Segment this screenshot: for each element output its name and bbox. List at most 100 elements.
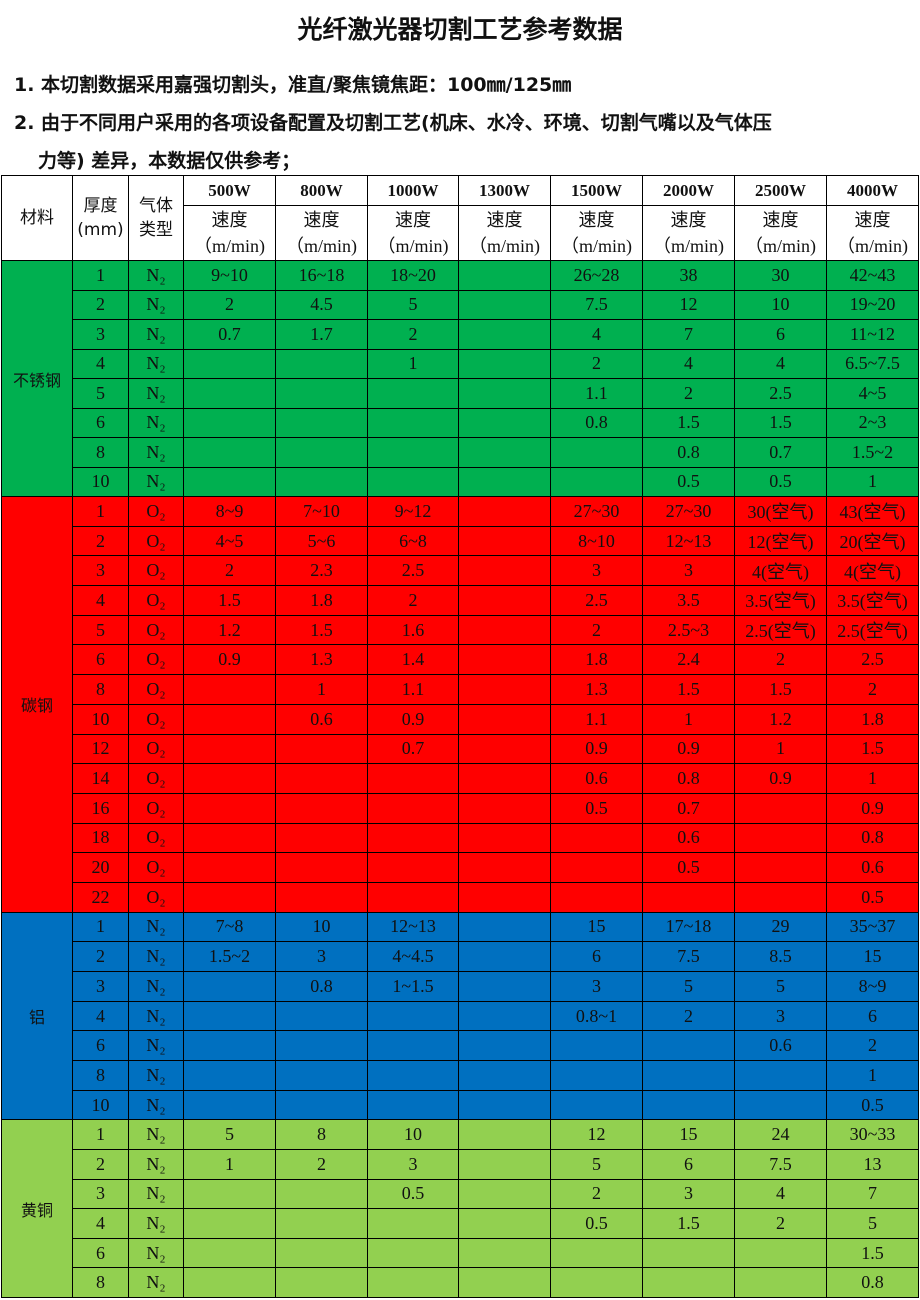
speed-cell-1000w: 1 [367,348,459,379]
speed-cell-800w [275,1267,368,1298]
gas-type-cell: O₂ [128,614,184,646]
table-row: 8 N₂ 1 [1,1060,919,1091]
speed-cell-1300w [458,555,551,587]
speed-cell-2000w: 0.5 [642,852,735,883]
gas-type-cell: N₂ [128,911,184,943]
speed-cell-4000w: 0.6 [826,852,919,883]
speed-cell-1300w [458,1267,551,1298]
speed-cell-800w [275,437,368,468]
gas-type-cell: N₂ [128,971,184,1002]
speed-cell-2500w: 7.5 [734,1149,827,1180]
header-power-800w: 800W [275,175,368,206]
gas-type-cell: N₂ [128,348,184,379]
thickness-cell: 10 [72,703,129,735]
speed-cell-2500w: 2.5(空气) [734,614,827,646]
speed-cell-800w: 0.6 [275,703,368,735]
thickness-cell: 3 [72,319,129,350]
speed-cell-500w [183,822,276,854]
speed-cell-500w [183,1267,276,1298]
speed-cell-4000w: 30~33 [826,1119,919,1151]
table-row: 10 N₂ 0.5 0.5 1 [1,466,919,497]
speed-cell-1500w: 0.8~1 [550,1000,643,1032]
header-speed-unit: 速度 （m/min) [458,205,551,261]
gas-type-cell: N₂ [128,1089,184,1121]
speed-cell-1500w: 7.5 [550,289,643,320]
speed-cell-800w: 5~6 [275,525,368,557]
gas-type-cell: N₂ [128,260,184,291]
speed-cell-2000w: 1.5 [642,407,735,438]
speed-cell-2000w: 3.5 [642,585,735,616]
gas-type-cell: O₂ [128,525,184,557]
speed-cell-1500w: 2 [550,1178,643,1210]
gas-type-cell: N₂ [128,1267,184,1298]
speed-cell-1500w [550,437,643,468]
gas-type-cell: O₂ [128,674,184,705]
speed-cell-2000w: 2.4 [642,644,735,676]
gas-type-cell: O₂ [128,763,184,794]
speed-cell-500w [183,466,276,497]
speed-cell-4000w: 1 [826,1060,919,1091]
speed-cell-4000w: 4~5 [826,378,919,409]
speed-cell-1000w [367,1267,459,1298]
speed-cell-1000w [367,1089,459,1121]
thickness-cell: 12 [72,733,129,765]
header-power-4000w: 4000W [826,175,919,206]
table-row: 6 N₂ 0.8 1.5 1.5 2~3 [1,407,919,438]
speed-cell-1000w [367,763,459,794]
speed-cell-1000w: 0.9 [367,703,459,735]
speed-cell-1500w [550,1060,643,1091]
thickness-cell: 8 [72,1060,129,1091]
speed-cell-2500w: 8.5 [734,941,827,972]
speed-cell-2500w: 6 [734,319,827,350]
speed-cell-1300w [458,496,551,527]
gas-type-cell: N₂ [128,1119,184,1151]
gas-type-cell: N₂ [128,1060,184,1091]
speed-cell-1300w [458,1178,551,1210]
speed-cell-4000w: 4(空气) [826,555,919,587]
thickness-cell: 1 [72,1119,129,1151]
speed-cell-2500w [734,1089,827,1121]
speed-cell-800w: 1.3 [275,644,368,676]
speed-cell-1500w: 2.5 [550,585,643,616]
speed-cell-800w [275,733,368,765]
speed-cell-500w: 1.5 [183,585,276,616]
speed-cell-2000w: 0.9 [642,733,735,765]
speed-cell-2000w: 2 [642,1000,735,1032]
thickness-cell: 14 [72,763,129,794]
table-header: 材料 厚度 (mm) 气体 类型 500W 800W 1000W 1300W 1500W 2000W… [1,175,919,261]
speed-cell-2500w: 5 [734,971,827,1002]
gas-type-cell: N₂ [128,466,184,497]
speed-cell-1300w [458,348,551,379]
note-2-continued: 力等) 差异，本数据仅供参考； [38,150,301,172]
table-row: 8 N₂ 0.8 [1,1267,919,1298]
speed-cell-1300w [458,1149,551,1180]
speed-cell-800w [275,1060,368,1091]
gas-type-cell: N₂ [128,1000,184,1032]
speed-cell-2500w: 1 [734,733,827,765]
thickness-cell: 2 [72,1149,129,1180]
speed-cell-2500w: 29 [734,911,827,943]
speed-cell-2000w: 5 [642,971,735,1002]
note-2: 2. 由于不同用户采用的各项设备配置及切割工艺(机床、水冷、环境、切割气嘴以及气… [14,112,772,134]
table-row: 3 N₂ 0.8 1~1.5 3 5 5 8~9 [1,971,919,1002]
speed-cell-500w [183,1089,276,1121]
speed-cell-4000w: 42~43 [826,260,919,291]
speed-cell-800w: 1 [275,674,368,705]
speed-cell-800w [275,1208,368,1239]
gas-type-cell: N₂ [128,1030,184,1062]
gas-type-cell: O₂ [128,644,184,676]
thickness-cell: 3 [72,1178,129,1210]
speed-cell-4000w: 2.5 [826,644,919,676]
speed-cell-500w: 1 [183,1149,276,1180]
thickness-cell: 18 [72,822,129,854]
table-row: 12 O₂ 0.7 0.9 0.9 1 1.5 [1,733,919,765]
speed-cell-2500w: 1.5 [734,407,827,438]
speed-cell-2500w: 3.5(空气) [734,585,827,616]
speed-cell-1300w [458,585,551,616]
speed-cell-1000w [367,1208,459,1239]
speed-cell-800w [275,466,368,497]
speed-cell-1300w [458,319,551,350]
table-row: 22 O₂ 0.5 [1,881,919,913]
table-row: 8 N₂ 0.8 0.7 1.5~2 [1,437,919,468]
speed-cell-1000w [367,437,459,468]
